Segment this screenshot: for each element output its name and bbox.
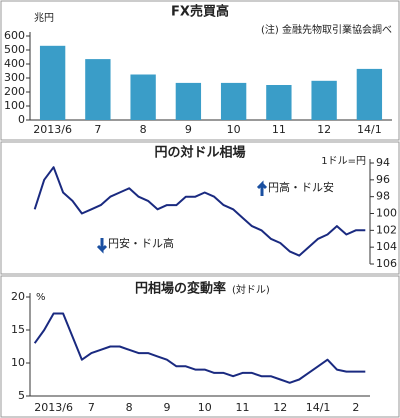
x-tick-label: 7 [94, 123, 101, 136]
x-tick-label: 14/1 [357, 123, 382, 136]
y-tick-label: 5 [18, 389, 25, 402]
x-tick-label: 10 [198, 401, 212, 414]
y-tick-label: 15 [11, 323, 25, 336]
y-tick-label: 20 [11, 290, 25, 303]
arrow-down [96, 238, 108, 254]
note: (注) 金融先物取引業協会調べ [261, 23, 392, 36]
x-tick-label: 8 [126, 401, 133, 414]
y-tick-label: 500 [4, 43, 25, 56]
y-tick-label: 98 [376, 190, 390, 203]
bar [311, 80, 337, 120]
chart-title: 円の対ドル相場 [154, 145, 245, 161]
x-tick-label: 9 [163, 401, 170, 414]
y-tick-label: 10 [11, 356, 25, 369]
x-tick-label: 11 [236, 401, 250, 414]
y-tick-label: 104 [376, 240, 397, 253]
y-tick-label: 96 [376, 173, 390, 186]
y-tick-label: 94 [376, 156, 390, 169]
bar [220, 82, 247, 120]
unit-label: % [36, 292, 46, 303]
y-tick-label: 400 [4, 57, 25, 70]
y-tick-label: 200 [4, 85, 25, 98]
x-tick-label: 2013/6 [34, 401, 73, 414]
y-tick-label: 100 [376, 207, 397, 220]
y-tick-label: 106 [376, 257, 397, 270]
line [33, 166, 366, 257]
annotation: 円安・ドル高 [108, 236, 174, 250]
x-tick-label: 14/1 [306, 401, 331, 414]
x-tick-label: 2 [352, 401, 359, 414]
x-tick-label: 12 [273, 401, 287, 414]
y-tick-label: 0 [18, 113, 25, 126]
x-tick-label: 10 [227, 123, 241, 136]
x-tick-label: 12 [317, 123, 331, 136]
line [33, 312, 366, 384]
unit-label: 1ドル=円 [321, 156, 366, 167]
panel [0, 275, 400, 418]
chart-subtitle: (対ドル) [232, 283, 270, 296]
y-tick-label: 300 [4, 71, 25, 84]
x-tick-label: 9 [185, 123, 192, 136]
bar [85, 59, 111, 120]
panel [0, 141, 400, 275]
x-tick-label: 2013/6 [33, 123, 72, 136]
y-tick-label: 600 [4, 29, 25, 42]
x-tick-label: 7 [88, 401, 95, 414]
y-tick-label: 100 [4, 99, 25, 112]
bar [266, 85, 292, 120]
arrow-up [256, 180, 268, 196]
bar [39, 45, 66, 120]
unit-label: 兆円 [34, 12, 54, 24]
bar [130, 74, 156, 120]
x-tick-label: 11 [272, 123, 286, 136]
annotation: 円高・ドル安 [268, 180, 334, 194]
chart-title: 円相場の変動率 [135, 281, 226, 297]
bar [175, 82, 202, 120]
chart-title: FX売買高 [171, 4, 229, 20]
x-tick-label: 8 [140, 123, 147, 136]
y-tick-label: 102 [376, 223, 397, 236]
bar [356, 68, 383, 120]
